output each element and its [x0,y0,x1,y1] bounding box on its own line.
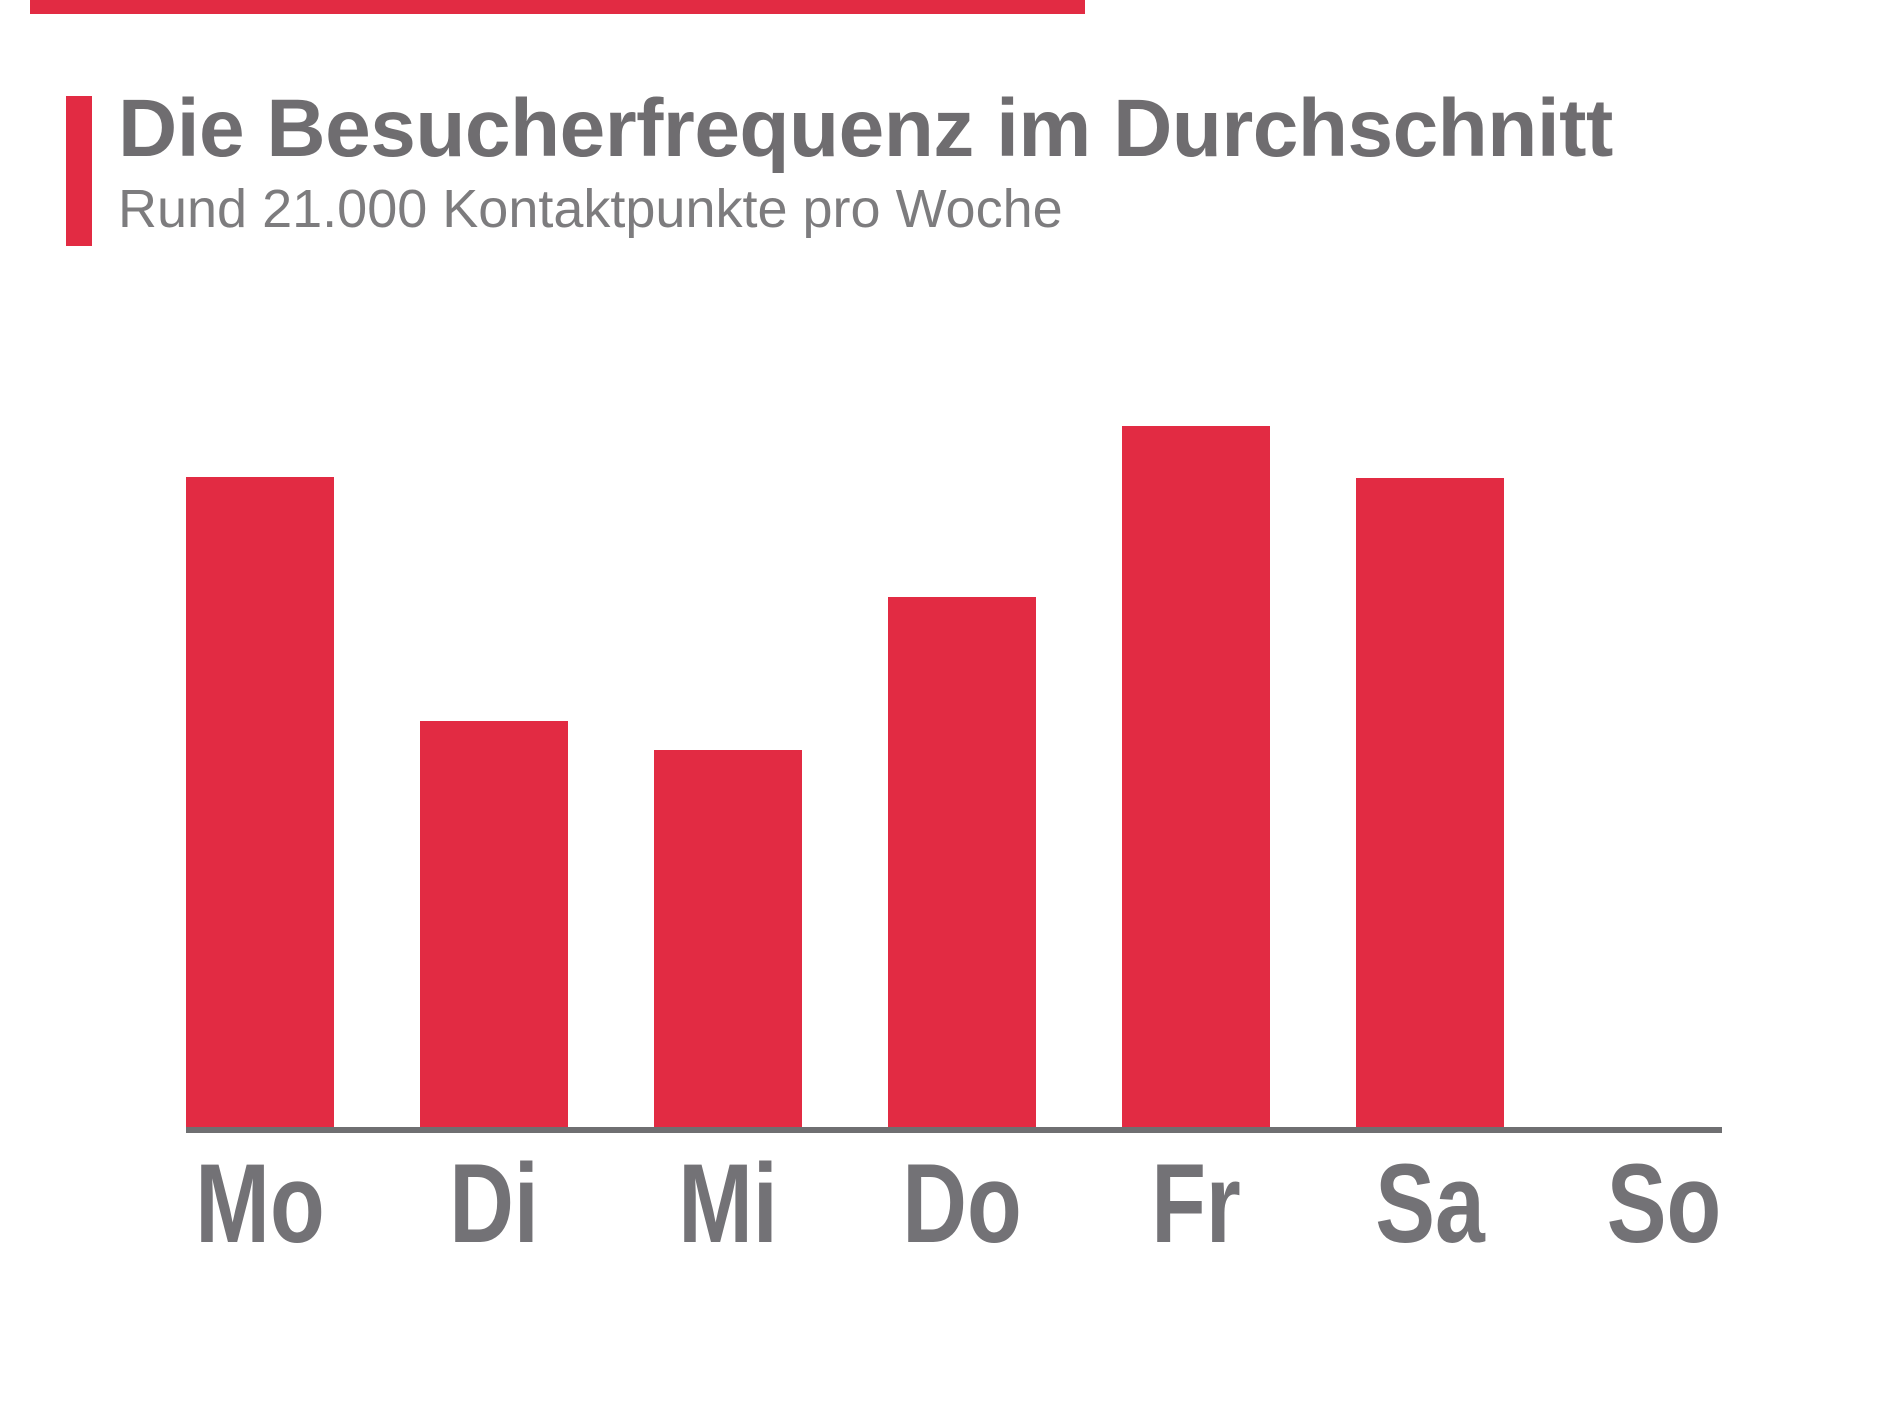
page-subtitle: Rund 21.000 Kontaktpunkte pro Woche [118,179,1063,239]
title-accent-bar [66,96,92,246]
bar-sa [1356,478,1504,1127]
bar-mi [654,750,802,1127]
x-axis-line [186,1127,1722,1133]
top-red-rule [30,0,1085,14]
x-axis-label-do: Do [902,1141,1022,1266]
bar-fr [1122,426,1270,1127]
bar-di [420,721,568,1127]
bar-do [888,597,1036,1127]
x-axis-label-sa: Sa [1375,1141,1485,1266]
x-axis-label-mo: Mo [195,1141,325,1266]
bar-mo [186,477,334,1127]
x-axis-label-di: Di [449,1141,539,1266]
x-axis-label-fr: Fr [1151,1141,1241,1266]
x-axis-label-so: So [1606,1141,1722,1266]
page-title: Die Besucherfrequenz im Durchschnitt [118,83,1613,174]
x-axis-label-mi: Mi [678,1141,778,1266]
